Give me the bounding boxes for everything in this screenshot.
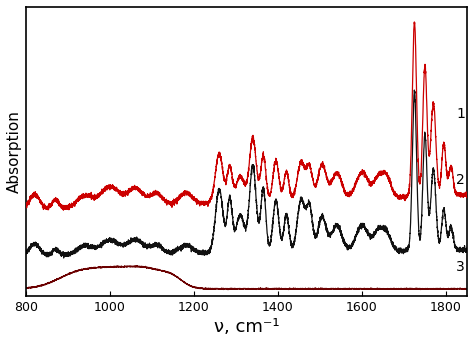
X-axis label: ν, cm⁻¹: ν, cm⁻¹ [214,318,279,336]
Text: 2: 2 [456,174,465,187]
Y-axis label: Absorption: Absorption [7,110,22,193]
Text: 1: 1 [456,107,465,121]
Text: 3: 3 [456,260,465,274]
